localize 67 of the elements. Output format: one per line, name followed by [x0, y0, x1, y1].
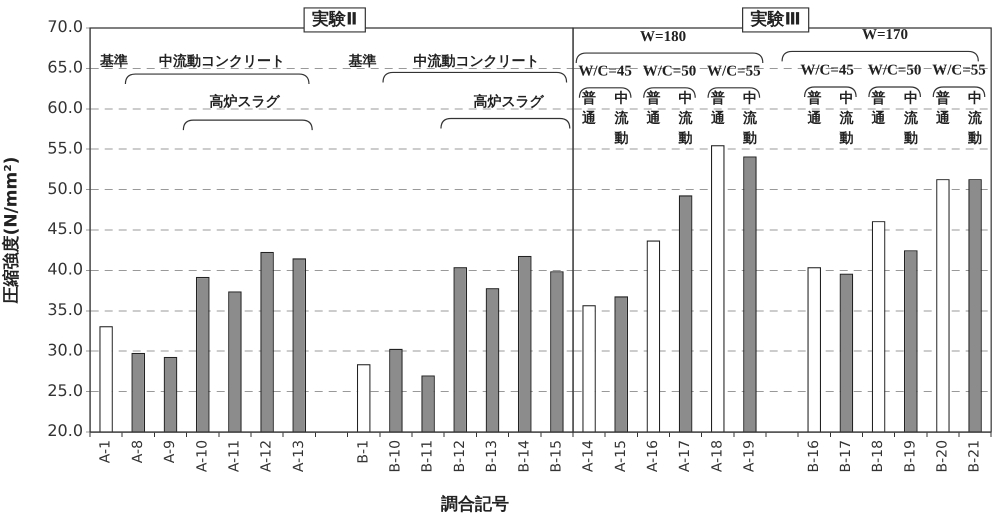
x-tick-label: B-12 [452, 440, 468, 472]
annotation: 中流動 [967, 90, 984, 147]
annotation: W/C=50 [868, 62, 922, 79]
x-tick-label: B-17 [838, 440, 854, 472]
x-tick-label: A-8 [130, 440, 146, 464]
x-tick-label: A-1 [98, 440, 114, 464]
chart-title: 実験Ⅱ [311, 9, 358, 30]
annotation: 高炉スラグ [474, 92, 545, 110]
x-tick-label: A-12 [258, 440, 275, 472]
x-tick-label: A-10 [194, 440, 210, 472]
y-tick-label: 60.0 [47, 98, 83, 117]
x-tick-label: B-19 [902, 440, 918, 472]
annotation: 普通 [870, 90, 887, 127]
x-tick-label: B-20 [934, 440, 951, 472]
y-tick-label: 35.0 [47, 300, 83, 319]
x-tick-label: B-18 [870, 440, 886, 472]
y-tick-label: 30.0 [47, 340, 83, 360]
x-tick-label: B-15 [548, 440, 565, 472]
x-tick-label: A-16 [645, 440, 662, 472]
x-tick-label: B-16 [806, 440, 822, 472]
x-tick-label: A-11 [226, 440, 243, 472]
x-tick-label: B-14 [516, 440, 532, 472]
x-tick-label: B-10 [388, 440, 404, 472]
annotation: 高炉スラグ [210, 92, 281, 110]
x-tick-label: A-9 [162, 440, 178, 464]
annotation: 普通 [806, 90, 822, 127]
x-tick-label: B-21 [966, 440, 983, 472]
annotation: W/C=50 [642, 64, 696, 80]
annotation: 中流動コンクリート [413, 52, 540, 70]
annotation: W/C=55 [932, 62, 986, 79]
y-tick-label: 50.0 [47, 178, 83, 198]
y-tick-label: 40.0 [47, 260, 83, 279]
annotation: 中流動 [613, 90, 630, 147]
annotation: 中流動 [678, 90, 694, 147]
y-axis-title: 圧縮強度(N/mm²) [2, 156, 22, 304]
x-tick-label: B-11 [420, 440, 436, 472]
x-tick-label: A-14 [580, 440, 597, 472]
annotation: 中流動 [902, 90, 919, 147]
annotation: W=170 [862, 27, 908, 44]
y-tick-label: 25.0 [47, 380, 83, 400]
annotation: W=180 [640, 28, 686, 45]
annotation: W/C=45 [578, 64, 632, 80]
y-tick-label: 65.0 [47, 58, 83, 77]
annotation: 基準 [348, 54, 377, 70]
x-tick-label: A-17 [677, 440, 694, 472]
x-tick-label: A-18 [709, 440, 726, 472]
y-tick-label: 70.0 [47, 17, 83, 36]
annotation: 中流動 [838, 90, 854, 147]
annotation: 中流動コンクリート [159, 52, 286, 70]
x-tick-label: A-13 [290, 440, 307, 472]
annotation: 基準 [99, 54, 128, 70]
x-tick-label: B-13 [484, 440, 500, 472]
y-tick-label: 55.0 [47, 138, 83, 158]
annotation: 普通 [645, 90, 662, 127]
chart-title: 実験Ⅲ [750, 9, 801, 30]
x-tick-label: B-1 [355, 440, 372, 464]
annotation: 普通 [710, 90, 726, 127]
annotation: 普通 [934, 90, 951, 127]
x-tick-label: A-19 [742, 440, 758, 472]
y-tick-label: 20.0 [47, 421, 83, 440]
annotation: W/C=45 [800, 62, 854, 79]
x-axis-title: 調合記号 [441, 494, 509, 514]
annotation: 普通 [581, 90, 598, 127]
annotation: 中流動 [742, 90, 758, 147]
annotation: W/C=55 [707, 64, 761, 80]
x-tick-label: A-15 [612, 440, 629, 472]
y-tick-label: 45.0 [47, 219, 83, 238]
